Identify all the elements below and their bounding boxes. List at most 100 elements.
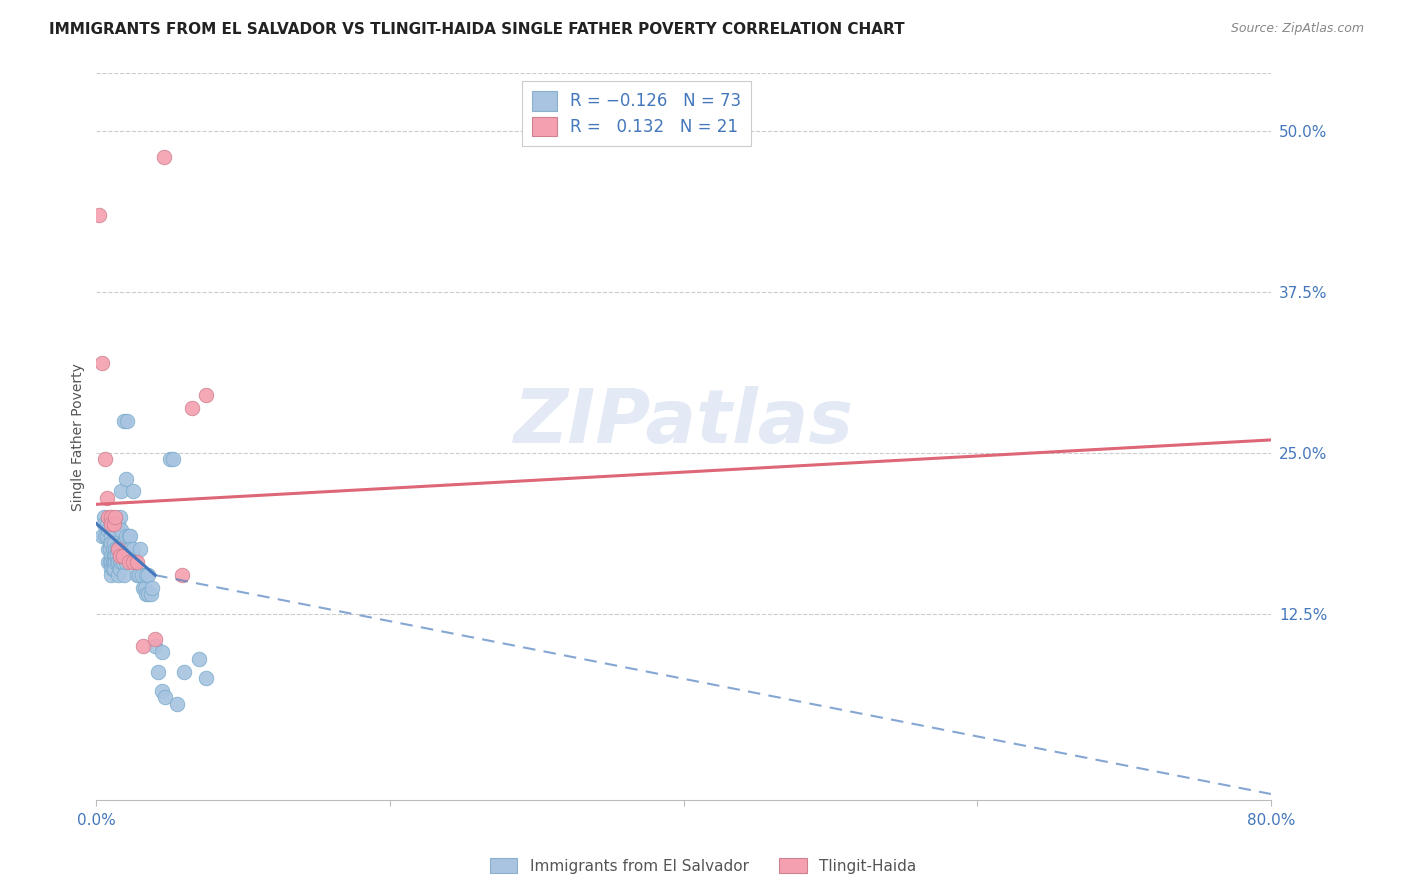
Point xyxy=(108,549,131,563)
Point xyxy=(107,568,129,582)
Point xyxy=(155,690,177,705)
Point xyxy=(100,510,122,524)
Point xyxy=(110,555,132,569)
Point xyxy=(143,639,166,653)
Point xyxy=(100,549,122,563)
Point xyxy=(162,452,184,467)
Point xyxy=(127,568,149,582)
Point xyxy=(108,542,131,557)
Point xyxy=(112,536,135,550)
Point xyxy=(127,555,149,569)
Point xyxy=(91,529,114,543)
Point xyxy=(129,542,152,557)
Point xyxy=(94,452,117,467)
Point xyxy=(134,581,156,595)
Point xyxy=(111,536,134,550)
Point xyxy=(122,542,145,557)
Point xyxy=(105,555,128,569)
Point xyxy=(91,356,114,370)
Point xyxy=(115,414,138,428)
Point xyxy=(110,523,132,537)
Point xyxy=(110,542,132,557)
Point xyxy=(131,568,153,582)
Point xyxy=(153,150,176,164)
Point xyxy=(108,555,131,569)
Point xyxy=(141,581,163,595)
Point xyxy=(139,587,162,601)
Point xyxy=(100,516,122,531)
Point xyxy=(107,542,129,557)
Point xyxy=(100,536,122,550)
Point xyxy=(100,568,122,582)
Point xyxy=(98,542,121,557)
Point xyxy=(97,542,120,557)
Point xyxy=(100,529,122,543)
Point xyxy=(111,549,134,563)
Point xyxy=(101,562,124,576)
Text: ZIPatlas: ZIPatlas xyxy=(513,385,853,458)
Point xyxy=(104,555,127,569)
Point xyxy=(111,549,134,563)
Text: IMMIGRANTS FROM EL SALVADOR VS TLINGIT-HAIDA SINGLE FATHER POVERTY CORRELATION C: IMMIGRANTS FROM EL SALVADOR VS TLINGIT-H… xyxy=(49,22,905,37)
Point xyxy=(107,555,129,569)
Point xyxy=(100,555,122,569)
Point xyxy=(96,516,118,531)
Point xyxy=(110,484,132,499)
Point xyxy=(97,555,120,569)
Point xyxy=(121,549,143,563)
Y-axis label: Single Father Poverty: Single Father Poverty xyxy=(72,363,86,510)
Point xyxy=(103,555,125,569)
Point xyxy=(107,542,129,557)
Point xyxy=(103,549,125,563)
Point xyxy=(107,516,129,531)
Point xyxy=(132,639,155,653)
Point xyxy=(128,568,150,582)
Point xyxy=(93,516,115,531)
Point xyxy=(100,562,122,576)
Point xyxy=(180,401,202,415)
Point xyxy=(152,684,174,698)
Point xyxy=(97,510,120,524)
Point xyxy=(112,568,135,582)
Point xyxy=(103,516,125,531)
Point xyxy=(114,529,136,543)
Text: Source: ZipAtlas.com: Source: ZipAtlas.com xyxy=(1230,22,1364,36)
Point xyxy=(114,471,136,485)
Point xyxy=(94,529,117,543)
Point xyxy=(96,491,118,505)
Point xyxy=(98,555,121,569)
Point xyxy=(111,555,134,569)
Point xyxy=(122,555,145,569)
Point xyxy=(188,652,211,666)
Point xyxy=(104,542,127,557)
Point xyxy=(112,414,135,428)
Point xyxy=(104,510,127,524)
Point xyxy=(103,536,125,550)
Point xyxy=(101,555,124,569)
Point xyxy=(122,484,145,499)
Point xyxy=(170,568,193,582)
Point xyxy=(195,671,218,685)
Point xyxy=(114,555,136,569)
Point xyxy=(120,529,142,543)
Point xyxy=(105,542,128,557)
Point xyxy=(93,510,115,524)
Point xyxy=(143,632,166,647)
Point xyxy=(124,555,146,569)
Point xyxy=(132,581,155,595)
Point xyxy=(104,549,127,563)
Point xyxy=(108,562,131,576)
Point xyxy=(135,568,157,582)
Point xyxy=(146,665,169,679)
Point xyxy=(108,510,131,524)
Point xyxy=(120,542,142,557)
Point xyxy=(105,549,128,563)
Point xyxy=(166,697,188,711)
Point xyxy=(118,549,141,563)
Point xyxy=(101,542,124,557)
Point xyxy=(118,555,141,569)
Legend: R = −0.126   N = 73, R =   0.132   N = 21: R = −0.126 N = 73, R = 0.132 N = 21 xyxy=(522,81,751,146)
Point xyxy=(118,529,141,543)
Point xyxy=(195,388,218,402)
Point xyxy=(159,452,181,467)
